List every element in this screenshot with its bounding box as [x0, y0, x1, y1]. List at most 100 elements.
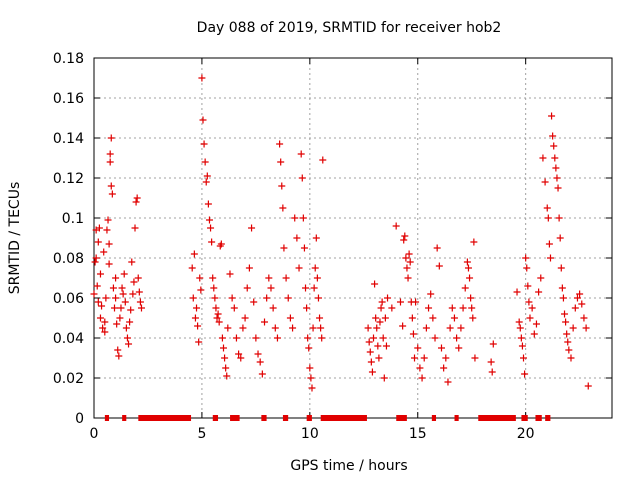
data-point	[537, 274, 545, 282]
data-point	[319, 156, 327, 164]
data-point	[132, 198, 140, 206]
data-point	[420, 354, 428, 362]
data-point	[367, 358, 375, 366]
data-point	[194, 322, 202, 330]
zero-value-segment	[261, 415, 267, 421]
data-point	[545, 240, 553, 248]
data-point	[526, 314, 534, 322]
grid-lines	[94, 58, 612, 418]
data-point	[263, 294, 271, 302]
data-point	[553, 174, 561, 182]
data-point	[195, 338, 203, 346]
data-point	[220, 344, 227, 352]
data-point	[469, 314, 477, 322]
data-point	[298, 174, 306, 182]
x-tick-label: 5	[197, 426, 206, 442]
data-point	[96, 270, 104, 278]
data-point	[524, 282, 532, 290]
data-point	[515, 318, 523, 326]
data-point	[466, 274, 474, 282]
data-point	[300, 244, 308, 252]
data-point	[136, 298, 144, 306]
data-point	[530, 330, 538, 338]
data-point	[94, 238, 102, 246]
data-point	[188, 264, 196, 272]
data-point	[118, 284, 126, 292]
data-point	[368, 368, 376, 376]
data-point	[198, 74, 206, 82]
data-point	[539, 154, 547, 162]
data-point	[418, 374, 426, 382]
data-point	[107, 182, 115, 190]
data-point	[276, 140, 284, 148]
data-point	[406, 258, 414, 266]
data-point	[254, 350, 262, 358]
data-point	[105, 260, 113, 268]
data-point	[211, 294, 219, 302]
data-point	[457, 324, 465, 332]
data-point	[104, 216, 112, 224]
data-point	[316, 314, 324, 322]
data-point	[106, 158, 114, 166]
data-point	[278, 182, 286, 190]
data-point	[289, 324, 297, 332]
data-point	[549, 132, 557, 140]
data-point	[125, 340, 133, 348]
data-point	[202, 178, 210, 186]
zero-value-segment	[431, 415, 437, 421]
data-point	[201, 158, 209, 166]
data-point	[307, 374, 315, 382]
data-point	[313, 274, 321, 282]
data-point	[564, 338, 572, 346]
data-point	[304, 334, 312, 342]
data-point	[408, 314, 416, 322]
data-point	[212, 304, 220, 312]
data-point	[193, 304, 201, 312]
data-point	[455, 344, 463, 352]
data-point	[114, 346, 122, 354]
data-point	[133, 194, 141, 202]
data-point	[204, 200, 212, 208]
data-point	[405, 250, 413, 258]
data-point	[396, 298, 404, 306]
y-axis-label: SRMTID / TECUs	[7, 182, 23, 295]
data-point	[280, 244, 288, 252]
data-point	[208, 238, 216, 246]
data-point	[134, 274, 142, 282]
data-point	[388, 304, 396, 312]
data-point	[99, 324, 107, 332]
data-point	[269, 304, 277, 312]
data-point	[427, 290, 435, 298]
data-point	[378, 298, 386, 306]
data-point	[235, 350, 243, 358]
data-point	[562, 318, 570, 326]
data-point	[468, 304, 476, 312]
data-point	[461, 284, 469, 292]
x-tick-label: 10	[301, 426, 319, 442]
data-point	[131, 224, 139, 232]
data-point	[412, 298, 420, 306]
data-point	[411, 354, 419, 362]
data-point	[232, 334, 240, 342]
data-point	[258, 370, 266, 378]
y-tick-label: 0.06	[53, 291, 84, 307]
y-tick-label: 0	[75, 411, 84, 427]
data-point	[364, 324, 372, 332]
data-point	[295, 264, 303, 272]
data-point	[282, 274, 290, 282]
y-tick-label: 0.08	[53, 251, 84, 267]
data-point	[429, 314, 437, 322]
data-point	[309, 324, 317, 332]
data-point	[119, 290, 127, 298]
zero-value-segment	[138, 415, 192, 421]
data-point	[382, 342, 390, 350]
data-point	[318, 334, 326, 342]
data-point	[210, 284, 218, 292]
data-point	[317, 324, 325, 332]
data-point	[191, 314, 199, 322]
data-point	[548, 112, 556, 120]
data-point	[557, 264, 565, 272]
zero-value-segment	[212, 415, 219, 421]
data-point	[222, 364, 230, 372]
